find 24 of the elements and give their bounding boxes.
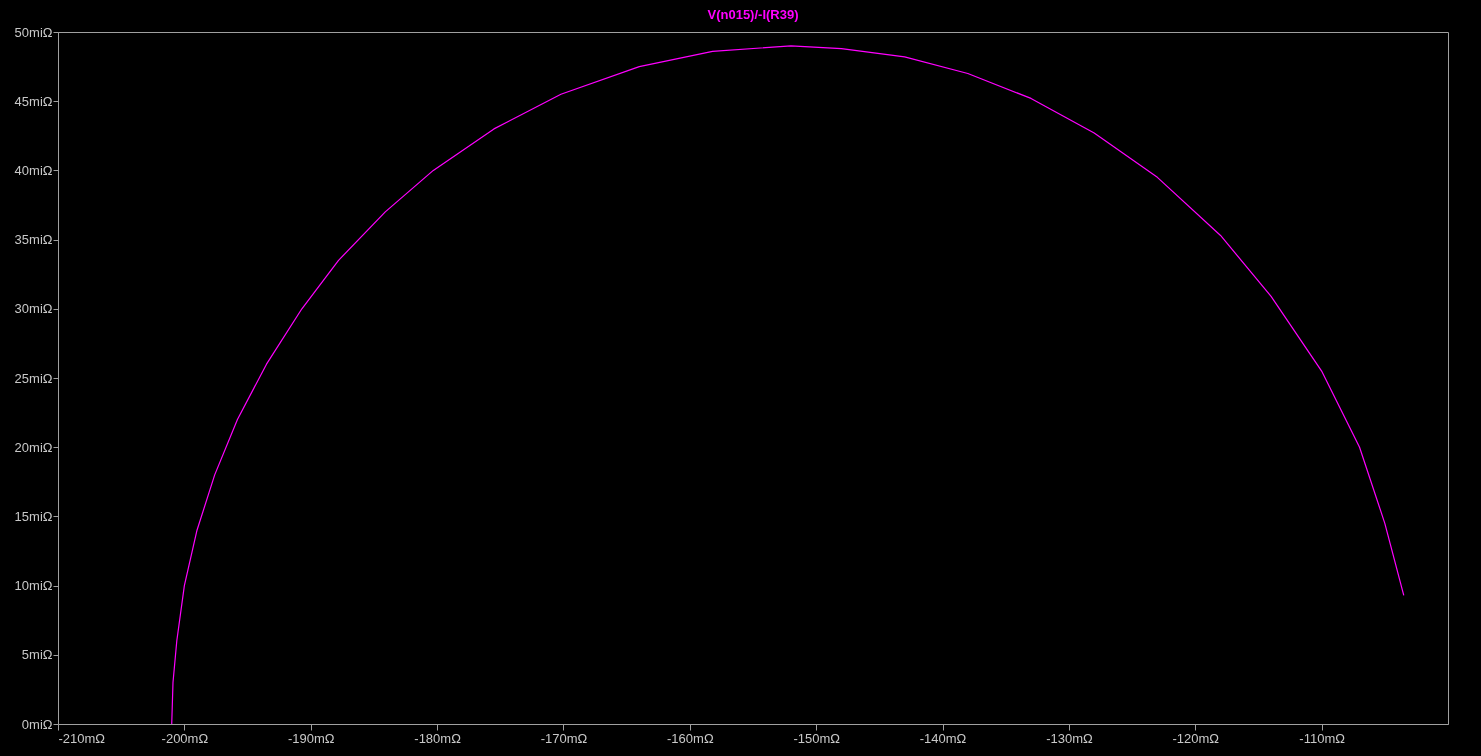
y-tick-label: 45miΩ: [14, 93, 53, 109]
x-tick-label: -130mΩ: [1046, 730, 1093, 746]
x-tick-label: -180mΩ: [414, 730, 462, 746]
y-tick-label: 30miΩ: [14, 301, 53, 317]
x-tick-label: -160mΩ: [667, 730, 714, 746]
x-tick-label: -190mΩ: [287, 730, 335, 746]
y-tick-label: 15miΩ: [14, 508, 53, 524]
x-tick-label: -140mΩ: [919, 730, 967, 746]
x-tick-label: -150mΩ: [793, 730, 841, 746]
y-tick-label: 35miΩ: [14, 232, 53, 248]
line-series: [171, 45, 1405, 725]
y-tick-label: 10miΩ: [14, 578, 53, 594]
x-tick-label: -170mΩ: [540, 730, 588, 746]
y-tick-label: 25miΩ: [14, 370, 53, 386]
y-tick-label: 20miΩ: [14, 439, 53, 455]
y-tick-label: 50miΩ: [14, 24, 53, 40]
x-tick-label: -110mΩ: [1299, 730, 1346, 746]
y-tick-label: 40miΩ: [14, 162, 53, 178]
y-tick-label: 0miΩ: [21, 716, 53, 732]
y-tick-label: 5miΩ: [21, 647, 53, 663]
x-tick-label: -200mΩ: [161, 730, 209, 746]
x-tick-label: -210mΩ: [58, 730, 106, 746]
x-tick-label: -120mΩ: [1172, 730, 1220, 746]
series-label: V(n015)/-I(R39): [707, 7, 799, 22]
